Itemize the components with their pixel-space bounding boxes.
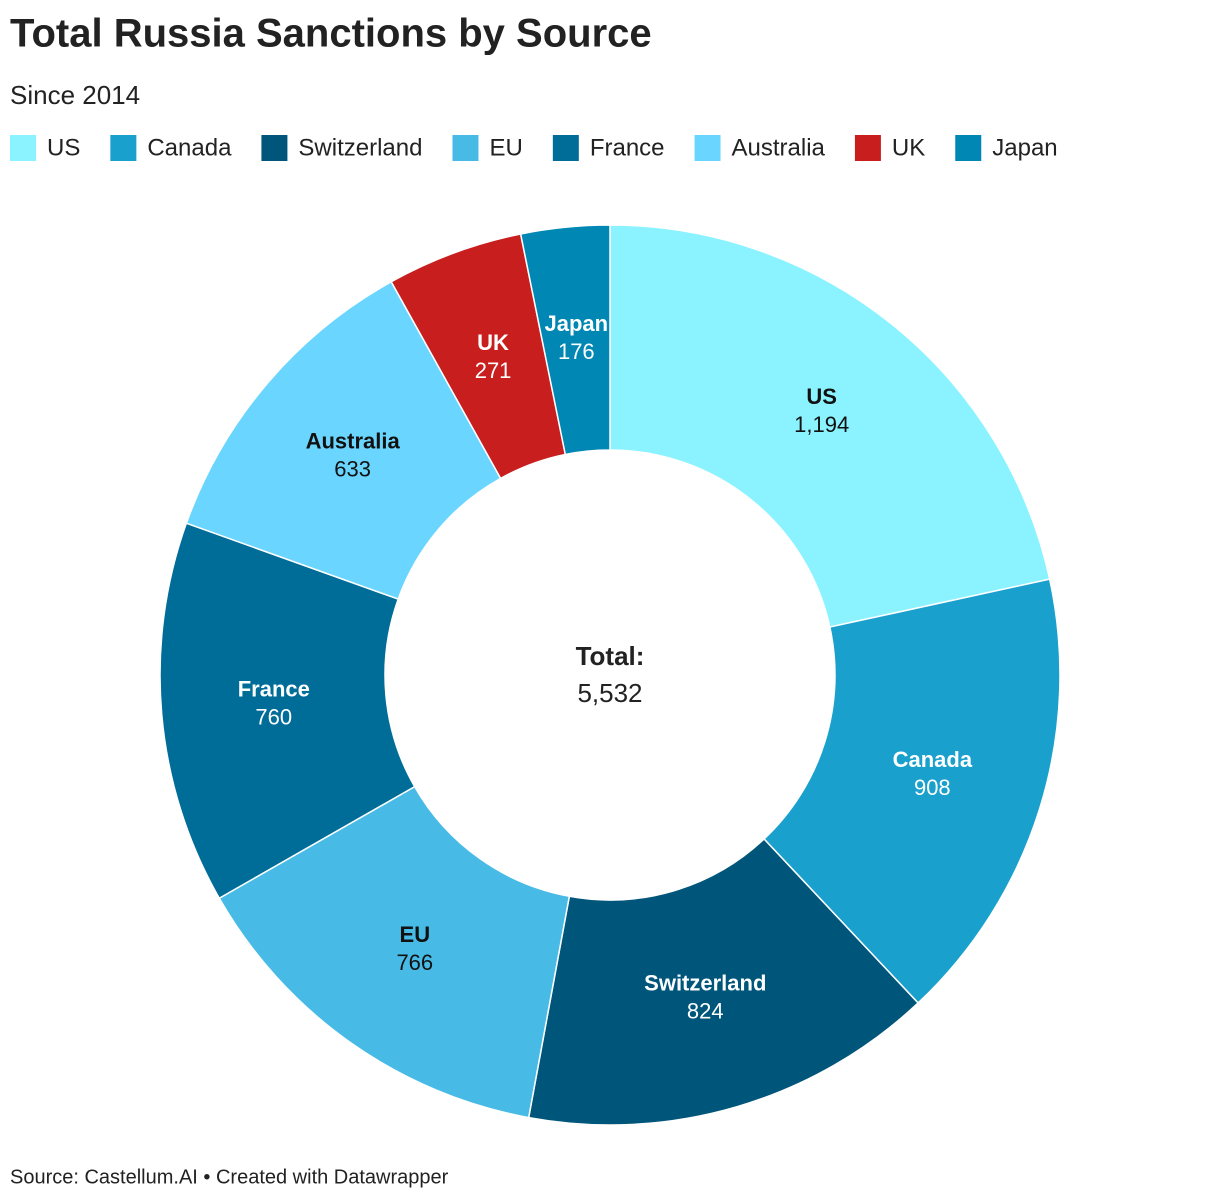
- source-note: Source: Castellum.AI • Created with Data…: [10, 1166, 449, 1188]
- donut-slice: [519, 224, 611, 456]
- slice-value: 176: [558, 339, 595, 364]
- legend-label: Japan: [992, 134, 1057, 161]
- slice-name: Australia: [306, 428, 401, 453]
- donut-slice: [609, 224, 1051, 628]
- legend-swatch: [552, 135, 579, 161]
- donut-slice: [762, 578, 1061, 1005]
- legend-label: Switzerland: [298, 134, 422, 161]
- legend-swatch: [261, 135, 288, 161]
- legend-label: France: [590, 134, 665, 161]
- slice-name: EU: [400, 922, 431, 947]
- legend-label: EU: [489, 134, 522, 161]
- slice-value: 908: [914, 775, 951, 800]
- slice-name: France: [238, 676, 310, 701]
- slice-value: 766: [396, 950, 433, 975]
- slice-value: 1,194: [794, 412, 849, 437]
- donut-slice: [185, 280, 502, 601]
- legend-swatch: [110, 135, 137, 161]
- center-total: 5,532: [577, 678, 642, 708]
- slice-value: 824: [687, 999, 724, 1024]
- legend-label: UK: [892, 134, 925, 161]
- slice-name: US: [806, 384, 837, 409]
- donut-slice: [218, 785, 571, 1119]
- legend-swatch: [452, 135, 479, 161]
- chart-subtitle: Since 2014: [10, 80, 140, 110]
- legend-label: Australia: [732, 134, 826, 161]
- chart-title: Total Russia Sanctions by Source: [10, 12, 652, 56]
- legend-swatch: [955, 135, 982, 161]
- center-label: Total:: [576, 641, 645, 671]
- slice-name: UK: [477, 330, 509, 355]
- slice-name: Switzerland: [644, 971, 766, 996]
- legend-swatch: [854, 135, 881, 161]
- legend-label: Canada: [147, 134, 232, 161]
- slice-value: 760: [255, 704, 292, 729]
- legend-label: US: [47, 134, 80, 161]
- legend-swatch: [694, 135, 721, 161]
- slice-name: Japan: [545, 311, 609, 336]
- slice-value: 271: [475, 358, 512, 383]
- legend-swatch: [10, 135, 36, 161]
- slice-name: Canada: [893, 747, 973, 772]
- donut-slice: [159, 522, 416, 900]
- donut-slice: [527, 837, 920, 1126]
- slice-value: 633: [334, 456, 371, 481]
